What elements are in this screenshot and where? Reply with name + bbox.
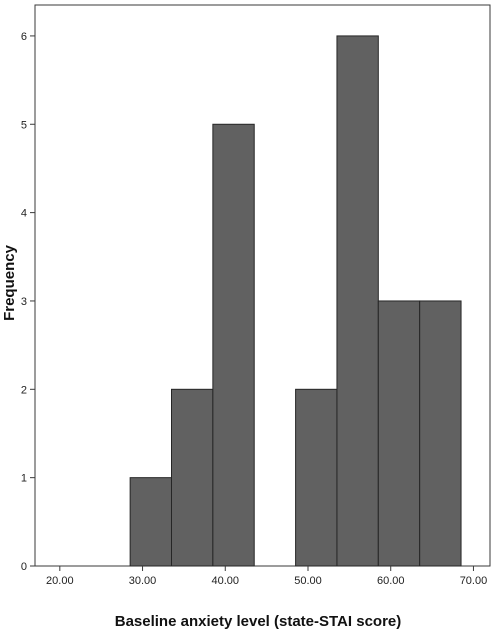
- x-axis-title: Baseline anxiety level (state-STAI score…: [115, 613, 402, 630]
- histogram-bar-4: [295, 388, 338, 567]
- x-tick-label: 30.00: [129, 575, 157, 587]
- x-tick-label: 60.00: [377, 575, 405, 587]
- bars-layer: [129, 35, 462, 567]
- y-axis-ticks: 0 1 2 3 4 5 6: [21, 31, 35, 573]
- histogram-bar-7: [419, 300, 462, 567]
- histogram-bar-5: [336, 35, 379, 567]
- y-tick-label: 3: [21, 296, 27, 308]
- x-tick-label: 40.00: [212, 575, 240, 587]
- y-tick-label: 0: [21, 561, 27, 573]
- y-tick-label: 1: [21, 473, 27, 485]
- x-tick-label: 20.00: [46, 575, 74, 587]
- y-tick-label: 6: [21, 31, 27, 43]
- y-tick-label: 2: [21, 384, 27, 396]
- x-tick-label: 50.00: [294, 575, 322, 587]
- x-tick-label: 70.00: [460, 575, 488, 587]
- histogram-bar-2: [212, 123, 255, 567]
- plot-frame: [34, 4, 491, 567]
- histogram-bar-1: [171, 388, 214, 567]
- histogram-bar-0: [129, 477, 173, 567]
- x-axis-ticks: 20.00 30.00 40.00 50.00 60.00 70.00: [46, 566, 487, 587]
- y-axis-title: Frequency: [1, 244, 18, 321]
- histogram-bar-6: [377, 300, 421, 567]
- y-tick-label: 5: [21, 119, 27, 131]
- y-tick-label: 4: [21, 208, 27, 220]
